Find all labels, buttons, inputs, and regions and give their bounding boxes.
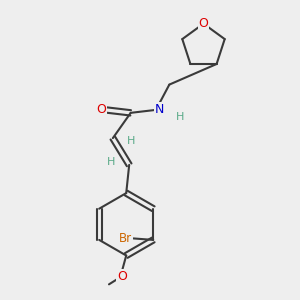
Text: O: O bbox=[117, 270, 127, 283]
Text: H: H bbox=[176, 112, 184, 122]
Text: H: H bbox=[127, 136, 136, 146]
Text: N: N bbox=[155, 103, 164, 116]
Text: O: O bbox=[199, 17, 208, 30]
Text: H: H bbox=[106, 157, 115, 167]
Text: O: O bbox=[96, 103, 106, 116]
Text: Br: Br bbox=[119, 232, 132, 245]
